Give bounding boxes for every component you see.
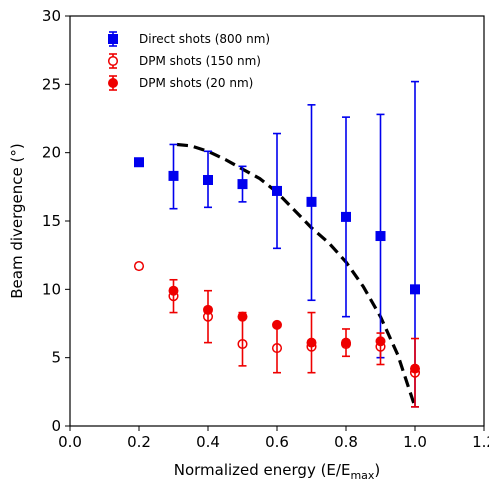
data-point (237, 179, 248, 190)
data-point (133, 261, 145, 272)
data-point (168, 285, 179, 296)
x-axis-title: Normalized energy (E/Emax) (174, 461, 381, 482)
x-tick-label: 0.6 (265, 433, 289, 451)
data-point (306, 337, 317, 348)
y-tick-label: 15 (42, 212, 61, 230)
y-tick-label: 20 (42, 144, 61, 162)
data-point (168, 170, 179, 181)
data-point (237, 311, 248, 322)
y-tick-label: 30 (42, 7, 61, 25)
data-point (203, 304, 213, 315)
data-point (341, 211, 351, 222)
y-tick-label: 25 (42, 75, 61, 93)
x-tick-label: 0.2 (127, 433, 151, 451)
data-point (203, 175, 213, 185)
plot-area (133, 80, 421, 408)
model-curve (176, 142, 417, 408)
y-axis-title: Beam divergence (°) (8, 143, 26, 299)
legend-label: DPM shots (150 nm) (139, 54, 261, 68)
legend-marker (107, 55, 119, 67)
x-tick-label: 1.0 (403, 433, 427, 451)
axis-ticks: 0.0 0.2 0.4 0.6 0.8 1.0 1.2 0 5 10 15 20 25 30 (42, 7, 489, 451)
data-point (272, 319, 282, 330)
data-point (410, 284, 420, 295)
y-tick-label: 5 (51, 349, 61, 367)
data-point (272, 185, 282, 196)
x-tick-label: 0.0 (58, 433, 82, 451)
legend-marker (108, 78, 118, 88)
x-tick-label: 1.2 (472, 433, 489, 451)
y-tick-label: 10 (42, 280, 61, 298)
data-point (341, 337, 351, 348)
data-point (410, 363, 420, 374)
data-point (306, 196, 317, 207)
legend-label: DPM shots (20 nm) (139, 76, 253, 90)
legend-marker (108, 34, 118, 44)
series-3 (168, 278, 420, 408)
legend-label: Direct shots (800 nm) (139, 32, 270, 46)
data-point (134, 157, 144, 168)
x-tick-label: 0.4 (196, 433, 220, 451)
legend: Direct shots (800 nm) DPM shots (150 nm) D… (107, 31, 270, 91)
data-point (375, 231, 386, 242)
data-point (375, 336, 386, 347)
x-tick-label: 0.8 (334, 433, 358, 451)
y-tick-label: 0 (51, 417, 61, 435)
